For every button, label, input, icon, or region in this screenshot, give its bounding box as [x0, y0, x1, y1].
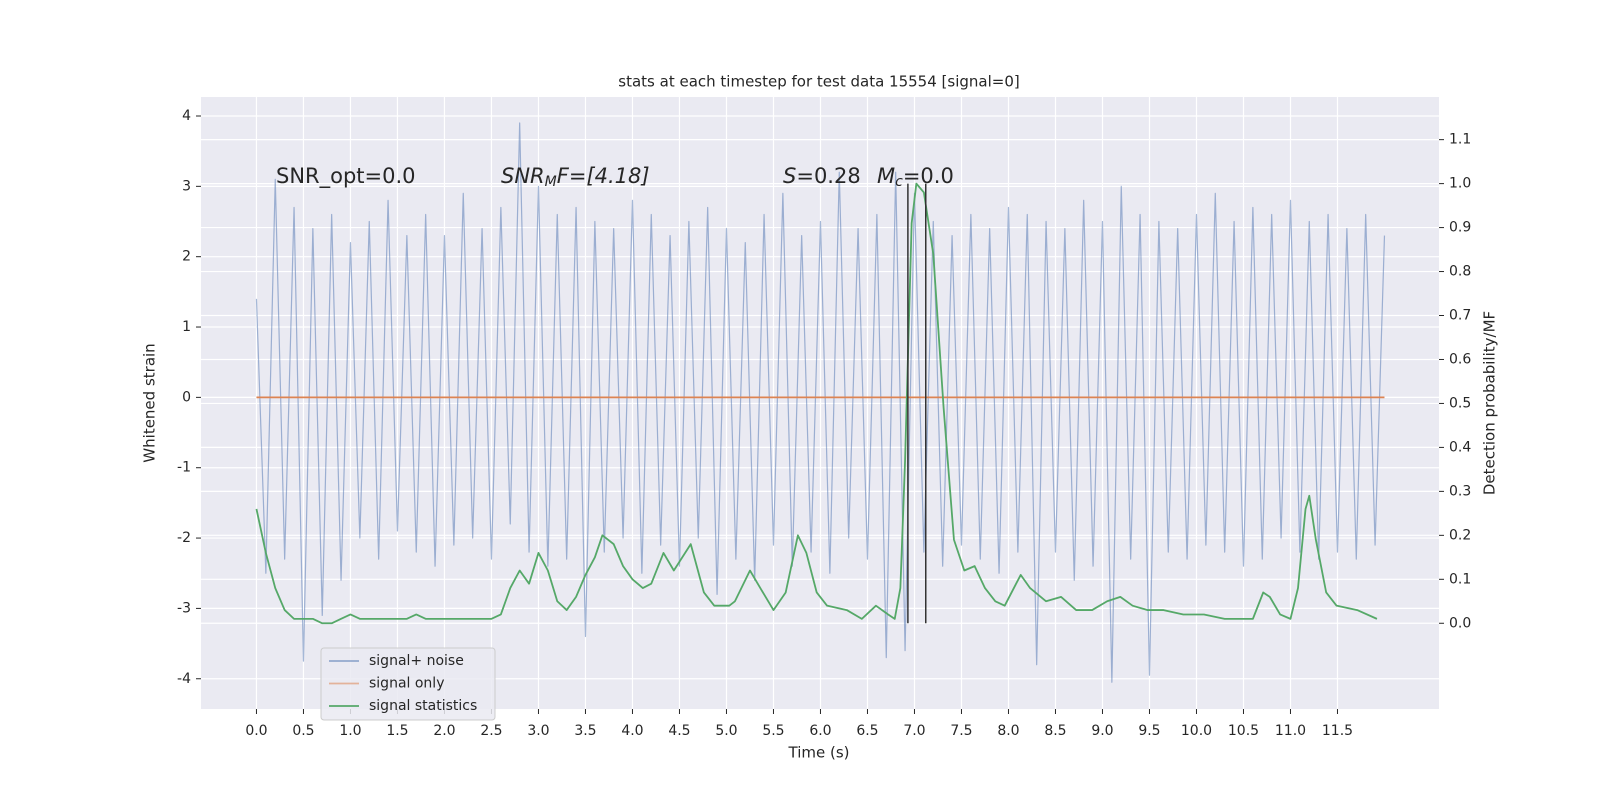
- x-tick-label: 0.5: [292, 723, 314, 739]
- annotation: S=0.28: [783, 164, 861, 188]
- y-tick-label: -3: [177, 600, 191, 616]
- annotation: Mc=0.0: [877, 164, 954, 190]
- x-tick-label: 8.0: [997, 723, 1019, 739]
- y2-tick-label: 0.8: [1449, 264, 1471, 280]
- x-tick-label: 2.0: [433, 723, 455, 739]
- y2-tick-label: 1.1: [1449, 132, 1471, 148]
- y-tick-label: 4: [182, 108, 191, 124]
- y-tick-label: -2: [177, 530, 191, 546]
- y-tick-label: 1: [182, 319, 191, 335]
- x-tick-label: 3.5: [574, 723, 596, 739]
- x-tick-label: 1.5: [386, 723, 408, 739]
- x-tick-label: 6.0: [809, 723, 831, 739]
- x-tick-label: 8.5: [1044, 723, 1066, 739]
- annotation: SNRMF=[4.18]: [501, 164, 650, 190]
- x-tick-label: 0.0: [245, 723, 267, 739]
- x-tick-label: 11.0: [1275, 723, 1306, 739]
- y2-tick-label: 0.2: [1449, 527, 1471, 543]
- y2-tick-label: 1.0: [1449, 176, 1471, 192]
- x-tick-label: 6.5: [856, 723, 878, 739]
- annotation-italic: SNR: [501, 164, 545, 188]
- series-line: [255, 182, 1378, 625]
- y2-axis-label: Detection probability/MF: [1481, 311, 1499, 495]
- chart-title: stats at each timestep for test data 155…: [618, 73, 1019, 91]
- y2-tick-label: 0.5: [1449, 395, 1471, 411]
- series-line: [255, 122, 1386, 683]
- y-tick-label: -4: [177, 671, 191, 687]
- x-tick-label: 4.0: [621, 723, 643, 739]
- x-tick-label: 1.0: [339, 723, 361, 739]
- x-tick-label: 2.5: [480, 723, 502, 739]
- y-tick-label: 3: [182, 178, 191, 194]
- y2-tick-label: 0.1: [1449, 571, 1471, 587]
- annotation-italic: M: [877, 164, 895, 188]
- x-axis-label: Time (s): [788, 744, 850, 762]
- legend-box: [320, 647, 496, 721]
- x-tick-label: 7.5: [950, 723, 972, 739]
- y-tick-label: 0: [182, 389, 191, 405]
- annotation-text: SNR_opt=0.0: [276, 164, 416, 189]
- y2-tick-label: 0.0: [1449, 615, 1471, 631]
- y-tick-label: -1: [177, 460, 191, 476]
- x-tick-label: 5.0: [715, 723, 737, 739]
- legend-label: signal+ noise: [369, 653, 464, 669]
- x-tick-label: 9.5: [1138, 723, 1160, 739]
- x-tick-label: 3.0: [527, 723, 549, 739]
- x-tick-label: 7.0: [903, 723, 925, 739]
- legend-label: signal statistics: [369, 698, 477, 714]
- legend-label: signal only: [369, 676, 444, 692]
- x-tick-label: 9.0: [1091, 723, 1113, 739]
- y2-tick-label: 0.6: [1449, 351, 1471, 367]
- x-tick-label: 4.5: [668, 723, 690, 739]
- x-tick-label: 5.5: [762, 723, 784, 739]
- annotation-text: =0.28: [796, 164, 860, 188]
- annotation-subscript: M: [545, 174, 557, 190]
- y2-tick-label: 0.3: [1449, 483, 1471, 499]
- annotation-text: =0.0: [903, 164, 954, 188]
- annotation-italic: S: [783, 164, 796, 188]
- x-tick-label: 10.0: [1181, 723, 1212, 739]
- annotation-text: F=[4.18]: [557, 164, 650, 188]
- x-tick-label: 11.5: [1322, 723, 1353, 739]
- annotation: SNR_opt=0.0: [276, 164, 416, 189]
- x-tick-label: 10.5: [1228, 723, 1259, 739]
- y2-tick-label: 0.9: [1449, 220, 1471, 236]
- annotation-subscript: c: [895, 174, 903, 190]
- y2-tick-label: 0.7: [1449, 308, 1471, 324]
- y2-tick-label: 0.4: [1449, 439, 1471, 455]
- y-axis-label: Whitened strain: [141, 343, 159, 462]
- y-tick-label: 2: [182, 249, 191, 265]
